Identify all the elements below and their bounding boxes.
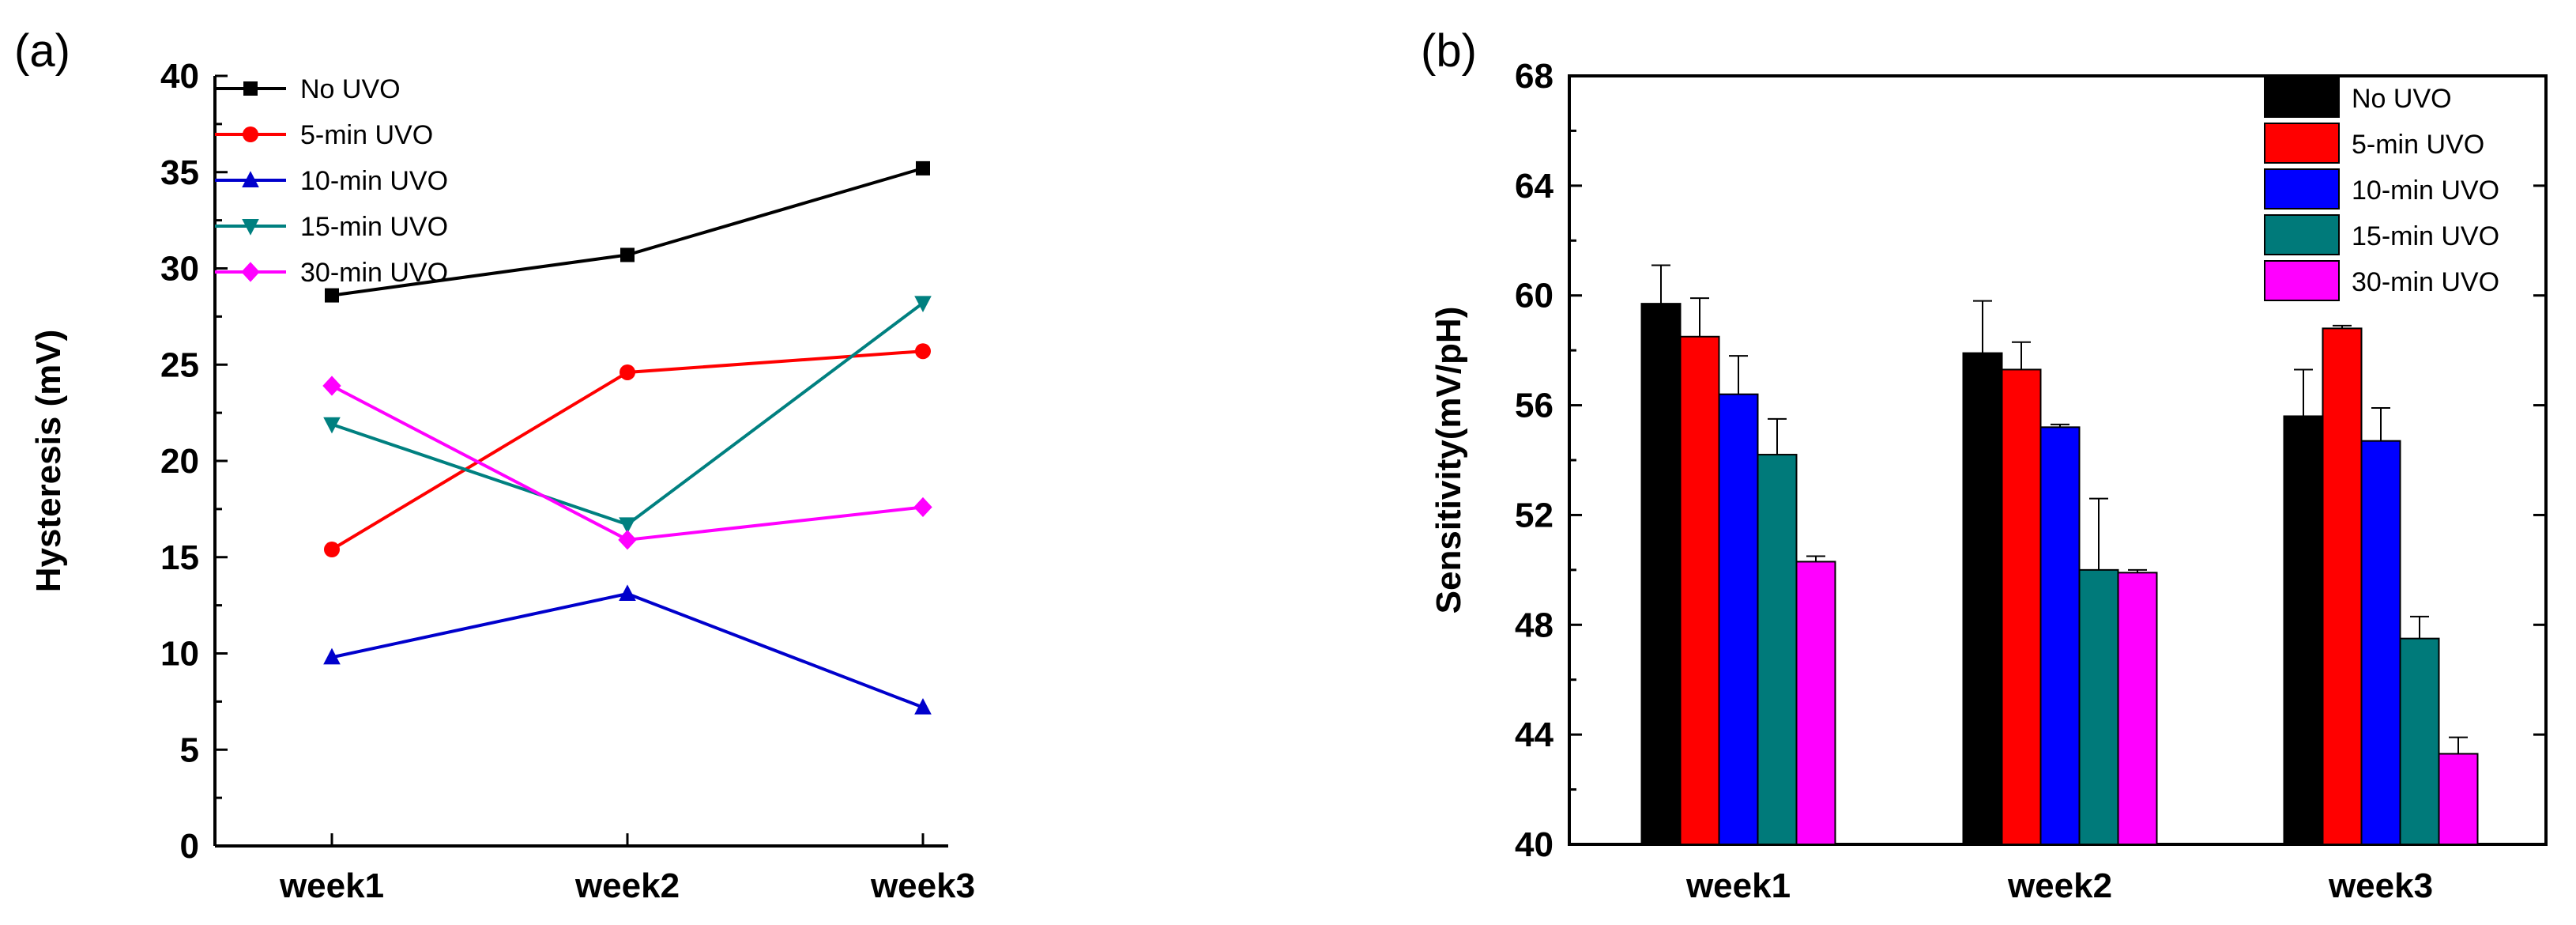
legend-swatch-b — [2264, 260, 2340, 301]
bar-b-0-0 — [1640, 303, 1682, 845]
legend-marker-a — [242, 219, 259, 236]
chart-a: (a) 0 5 10 15 20 25 30 35 40 week1 week2 week3 Hyster… — [14, 25, 975, 905]
y-tick-label-b: 60 — [1515, 277, 1554, 315]
bar-b-3-0 — [1757, 454, 1798, 845]
data-point-a-3-1 — [619, 517, 636, 534]
y-tick-label-b: 68 — [1515, 57, 1554, 96]
y-tick-label-a: 15 — [160, 538, 199, 577]
legend-label-a: 15-min UVO — [300, 212, 448, 242]
bar-b-4-0 — [1795, 561, 1836, 845]
legend-label-a: 5-min UVO — [300, 120, 433, 150]
y-axis-title-a: Hysteresis (mV) — [29, 330, 68, 593]
bar-b-1-1 — [2001, 368, 2042, 845]
y-tick-label-b: 64 — [1515, 167, 1554, 206]
data-point-a-3-0 — [323, 417, 341, 434]
legend-label-b: No UVO — [2352, 84, 2452, 114]
data-point-a-2-2 — [914, 697, 932, 715]
bar-b-4-1 — [2117, 572, 2158, 845]
series-line-a-2 — [331, 591, 924, 709]
bar-b-3-2 — [2399, 637, 2440, 846]
data-point-a-4-1 — [618, 530, 637, 550]
data-point-a-2-0 — [323, 648, 341, 665]
legend-swatch-b — [2264, 214, 2340, 255]
data-point-a-0-1 — [620, 247, 635, 262]
x-tick-label-b: week2 — [2007, 866, 2112, 905]
bar-b-2-2 — [2360, 440, 2401, 845]
panel-label-a: (a) — [14, 25, 70, 77]
data-point-a-1-2 — [915, 343, 931, 360]
data-point-a-2-1 — [619, 584, 636, 602]
x-tick-label-b: week1 — [1685, 866, 1791, 905]
y-tick-label-a: 20 — [160, 442, 199, 481]
legend-label-b: 30-min UVO — [2352, 267, 2499, 297]
bar-b-1-0 — [1679, 335, 1720, 845]
bar-b-0-2 — [2283, 415, 2324, 845]
y-tick-label-b: 52 — [1515, 496, 1554, 534]
y-tick-label-a: 5 — [180, 731, 199, 769]
y-tick-label-b: 40 — [1515, 825, 1554, 864]
bar-b-2-1 — [2039, 426, 2081, 845]
chart-b: (b) 40 44 48 52 56 60 64 68 Sensitivity(mV/pH) wee… — [1421, 25, 2548, 905]
x-tick-label-b: week3 — [2328, 866, 2433, 905]
x-tick-label-a: week2 — [574, 866, 680, 905]
x-tick-label-a: week1 — [279, 866, 384, 905]
data-point-a-4-2 — [913, 496, 932, 518]
y-tick-label-a: 30 — [160, 250, 199, 289]
data-point-a-0-0 — [325, 288, 339, 303]
x-tick-label-a: week3 — [870, 866, 975, 905]
y-tick-label-b: 44 — [1515, 715, 1554, 754]
y-axis-title-b: Sensitivity(mV/pH) — [1429, 307, 1468, 614]
legend-marker-a — [242, 171, 259, 187]
y-tick-label-a: 25 — [160, 345, 199, 384]
y-tick-label-a: 10 — [160, 635, 199, 674]
legend-swatch-b — [2264, 168, 2340, 210]
series-line-a-4 — [331, 384, 924, 542]
bar-b-0-1 — [1962, 352, 2003, 846]
series-line-a-3 — [331, 301, 925, 527]
panel-label-b: (b) — [1421, 25, 1477, 77]
y-tick-label-b: 56 — [1515, 387, 1554, 425]
y-tick-label-b: 48 — [1515, 606, 1554, 644]
legend-label-b: 5-min UVO — [2352, 130, 2484, 160]
legend-label-b: 10-min UVO — [2352, 176, 2499, 206]
legend-label-a: 10-min UVO — [300, 166, 448, 196]
legend-label-a: No UVO — [300, 74, 401, 104]
y-tick-label-a: 35 — [160, 153, 199, 192]
legend-swatch-b — [2264, 77, 2340, 118]
legend-marker-a — [241, 262, 260, 282]
legend-label-a: 30-min UVO — [300, 258, 448, 288]
bar-b-3-1 — [2078, 568, 2119, 845]
legend-swatch-b — [2264, 123, 2340, 164]
data-point-a-3-2 — [914, 296, 932, 313]
data-point-a-4-0 — [322, 376, 341, 396]
legend-marker-a — [243, 81, 258, 96]
y-tick-label-a: 40 — [160, 57, 199, 96]
bar-b-4-2 — [2438, 753, 2479, 846]
data-point-a-0-2 — [916, 160, 930, 176]
legend-marker-a — [243, 126, 258, 142]
bar-b-2-0 — [1718, 393, 1759, 845]
bar-b-1-2 — [2322, 327, 2363, 846]
y-tick-label-a: 0 — [180, 827, 199, 866]
legend-label-b: 15-min UVO — [2352, 221, 2499, 251]
data-point-a-1-0 — [324, 542, 340, 558]
data-point-a-1-1 — [620, 364, 635, 380]
